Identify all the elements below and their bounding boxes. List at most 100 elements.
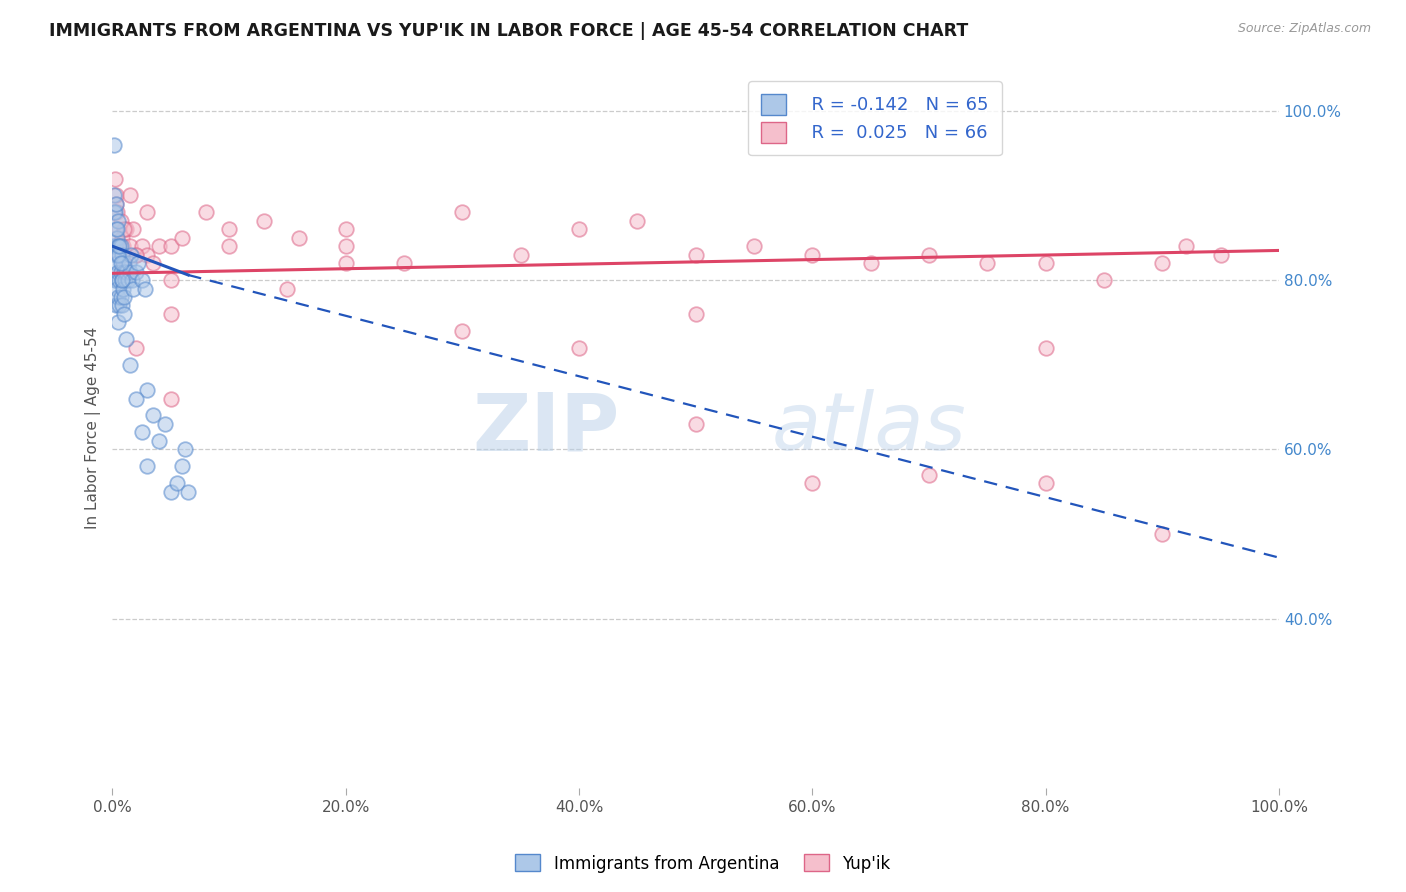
Point xyxy=(1035,256,1057,270)
Point xyxy=(568,341,591,355)
Point xyxy=(159,484,181,499)
Point xyxy=(276,281,298,295)
Point xyxy=(392,256,415,270)
Point xyxy=(253,214,276,228)
Point xyxy=(107,248,129,262)
Point xyxy=(918,467,941,482)
Point xyxy=(136,383,159,397)
Point xyxy=(103,188,125,202)
Point xyxy=(131,425,153,440)
Point xyxy=(115,332,138,346)
Point xyxy=(108,222,131,236)
Point xyxy=(742,239,765,253)
Point xyxy=(1209,248,1232,262)
Y-axis label: In Labor Force | Age 45-54: In Labor Force | Age 45-54 xyxy=(86,327,101,529)
Point xyxy=(103,205,125,219)
Point xyxy=(172,459,194,474)
Point xyxy=(104,171,127,186)
Point xyxy=(107,214,129,228)
Point xyxy=(685,307,707,321)
Point xyxy=(117,273,139,287)
Point xyxy=(335,256,357,270)
Point xyxy=(159,392,181,406)
Point xyxy=(105,281,128,295)
Point xyxy=(134,281,156,295)
Point xyxy=(111,273,134,287)
Point xyxy=(105,231,128,245)
Point xyxy=(125,264,148,278)
Point xyxy=(103,205,125,219)
Point xyxy=(114,273,136,287)
Point xyxy=(105,205,128,219)
Point xyxy=(976,256,998,270)
Point xyxy=(194,205,217,219)
Point xyxy=(112,290,135,304)
Point xyxy=(136,248,159,262)
Point xyxy=(148,239,170,253)
Point xyxy=(111,231,134,245)
Point xyxy=(118,264,141,278)
Point xyxy=(107,315,129,329)
Point xyxy=(107,290,129,304)
Point xyxy=(112,256,135,270)
Point xyxy=(112,307,135,321)
Point xyxy=(105,239,128,253)
Point xyxy=(104,205,127,219)
Point xyxy=(1035,476,1057,491)
Point xyxy=(148,434,170,448)
Point xyxy=(110,290,132,304)
Point xyxy=(111,256,134,270)
Point xyxy=(108,239,131,253)
Point xyxy=(104,197,127,211)
Point xyxy=(131,239,153,253)
Point xyxy=(107,239,129,253)
Text: Source: ZipAtlas.com: Source: ZipAtlas.com xyxy=(1237,22,1371,36)
Point xyxy=(801,476,824,491)
Point xyxy=(509,248,531,262)
Point xyxy=(104,188,127,202)
Point xyxy=(111,248,134,262)
Point xyxy=(335,239,357,253)
Point xyxy=(159,307,181,321)
Point xyxy=(142,409,165,423)
Point xyxy=(685,248,707,262)
Point xyxy=(104,248,127,262)
Point xyxy=(112,264,135,278)
Point xyxy=(451,205,474,219)
Point xyxy=(166,476,188,491)
Point xyxy=(159,273,181,287)
Legend: Immigrants from Argentina, Yup'ik: Immigrants from Argentina, Yup'ik xyxy=(509,847,897,880)
Point xyxy=(118,256,141,270)
Point xyxy=(218,239,240,253)
Point xyxy=(1092,273,1115,287)
Point xyxy=(121,273,143,287)
Point xyxy=(115,264,138,278)
Point xyxy=(110,239,132,253)
Point xyxy=(136,459,159,474)
Point xyxy=(111,281,134,295)
Point xyxy=(159,239,181,253)
Point xyxy=(101,239,124,253)
Point xyxy=(104,273,127,287)
Point xyxy=(104,231,127,245)
Point xyxy=(110,256,132,270)
Point xyxy=(1152,256,1174,270)
Point xyxy=(104,239,127,253)
Point xyxy=(125,248,148,262)
Point xyxy=(105,222,128,236)
Point xyxy=(685,417,707,431)
Point xyxy=(131,273,153,287)
Text: atlas: atlas xyxy=(772,389,966,467)
Point xyxy=(218,222,240,236)
Point xyxy=(120,248,142,262)
Point xyxy=(111,298,134,312)
Point xyxy=(111,273,134,287)
Point xyxy=(104,222,127,236)
Point xyxy=(173,442,195,457)
Point xyxy=(104,273,127,287)
Point xyxy=(110,264,132,278)
Point xyxy=(108,248,131,262)
Point xyxy=(115,222,138,236)
Point xyxy=(142,256,165,270)
Point xyxy=(801,248,824,262)
